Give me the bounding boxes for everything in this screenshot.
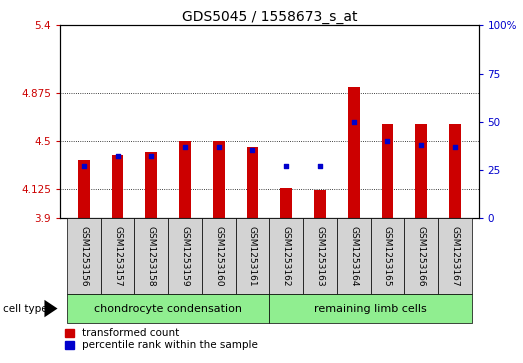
Title: GDS5045 / 1558673_s_at: GDS5045 / 1558673_s_at [181, 11, 357, 24]
Bar [202, 218, 235, 294]
Bar [303, 218, 337, 294]
Point [282, 163, 290, 169]
Bar [168, 218, 202, 294]
Point [383, 138, 392, 144]
Bar [404, 218, 438, 294]
Text: GSM1253161: GSM1253161 [248, 225, 257, 286]
Legend: transformed count, percentile rank within the sample: transformed count, percentile rank withi… [65, 328, 258, 350]
Text: GSM1253159: GSM1253159 [180, 225, 189, 286]
Text: GSM1253164: GSM1253164 [349, 226, 358, 286]
Bar [415, 124, 427, 218]
Point [248, 147, 257, 153]
Bar [67, 294, 269, 323]
Text: chondrocyte condensation: chondrocyte condensation [94, 303, 242, 314]
Bar [67, 218, 100, 294]
Text: GSM1253160: GSM1253160 [214, 225, 223, 286]
Point [451, 144, 459, 150]
Text: GSM1253157: GSM1253157 [113, 225, 122, 286]
Point [214, 144, 223, 150]
Point [79, 163, 88, 169]
Text: cell type: cell type [3, 303, 47, 314]
Text: GSM1253166: GSM1253166 [417, 225, 426, 286]
Bar [438, 218, 472, 294]
Bar [314, 189, 326, 218]
Text: GSM1253167: GSM1253167 [450, 225, 459, 286]
Bar [145, 152, 157, 218]
Text: GSM1253156: GSM1253156 [79, 225, 88, 286]
Bar [213, 141, 225, 218]
Bar [280, 188, 292, 218]
Text: GSM1253158: GSM1253158 [147, 225, 156, 286]
Bar [134, 218, 168, 294]
Text: GSM1253163: GSM1253163 [315, 225, 324, 286]
Text: remaining limb cells: remaining limb cells [314, 303, 427, 314]
Point [181, 144, 189, 150]
Point [113, 153, 122, 159]
Bar [246, 147, 258, 218]
Bar [100, 218, 134, 294]
Point [316, 163, 324, 169]
Polygon shape [44, 300, 58, 317]
Bar [78, 160, 89, 218]
Bar [179, 141, 191, 218]
Bar [382, 124, 393, 218]
Bar [269, 218, 303, 294]
Text: GSM1253162: GSM1253162 [282, 226, 291, 286]
Bar [348, 87, 360, 218]
Bar [111, 155, 123, 218]
Bar [269, 294, 472, 323]
Text: GSM1253165: GSM1253165 [383, 225, 392, 286]
Bar [371, 218, 404, 294]
Point [417, 142, 425, 148]
Bar [337, 218, 371, 294]
Bar [449, 124, 461, 218]
Point [349, 119, 358, 125]
Bar [235, 218, 269, 294]
Point [147, 153, 155, 159]
